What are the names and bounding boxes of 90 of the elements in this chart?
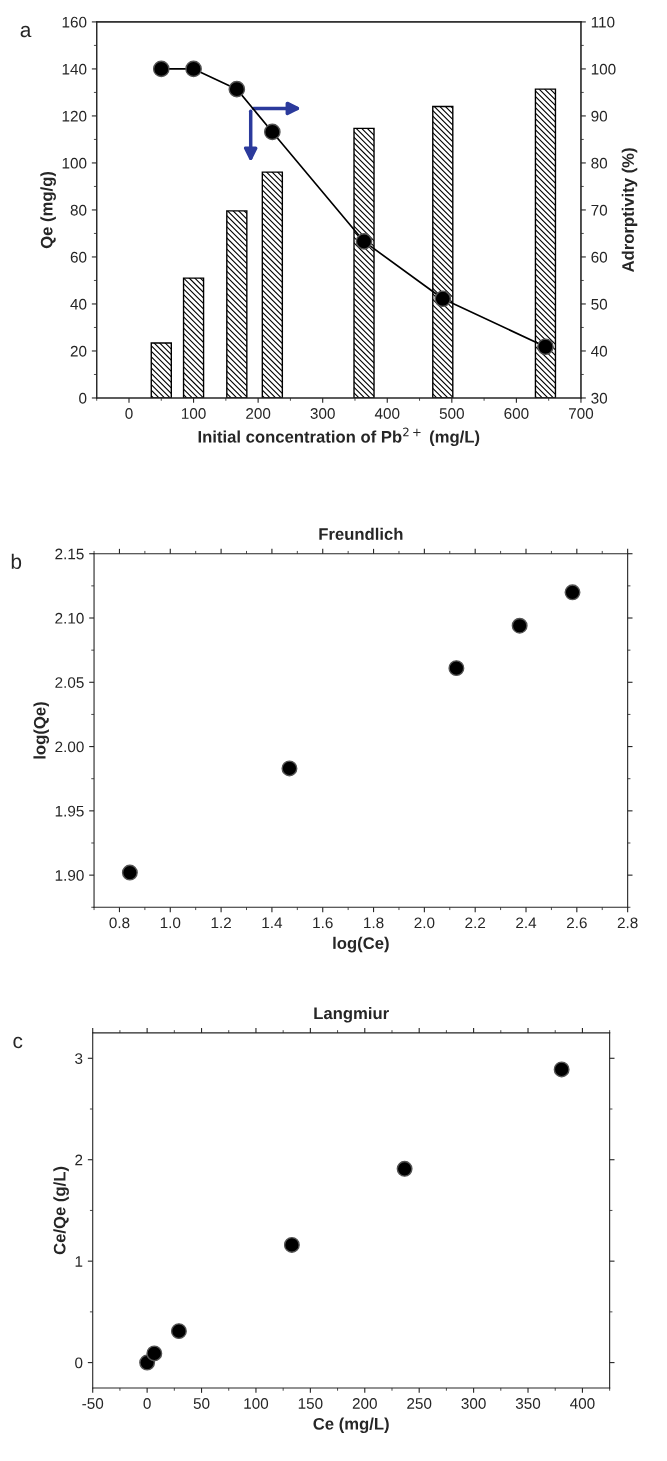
y-tick-label: 0 xyxy=(79,392,87,404)
point xyxy=(537,338,554,356)
y-tick-label: 20 xyxy=(70,345,87,357)
x-axis-title: Ce (mg/L) xyxy=(313,1417,389,1434)
point xyxy=(281,760,298,777)
bar xyxy=(150,342,172,398)
x-axis-title: Initial concentration of Pb$^{2+}$ (mg/L) xyxy=(198,427,480,447)
x-tick-label: 250 xyxy=(407,1398,432,1409)
x-tick-label: -50 xyxy=(82,1398,104,1409)
y-tick-label: 140 xyxy=(62,63,87,75)
x-tick-label: 0 xyxy=(125,408,133,419)
x-tick-label: 50 xyxy=(193,1398,210,1409)
point xyxy=(448,660,465,677)
x-tick-label: 2.6 xyxy=(566,917,587,929)
x-tick-label: 300 xyxy=(461,1398,486,1409)
x-tick-label: 2.2 xyxy=(465,917,486,929)
y-axis-title: Qe (mg/g) xyxy=(40,171,56,249)
point xyxy=(396,1160,413,1177)
y-tick-label: 1 xyxy=(75,1256,83,1267)
x-tick-label: 350 xyxy=(515,1398,541,1409)
x-tick-label: 2.4 xyxy=(516,917,537,929)
text: a xyxy=(20,25,32,38)
y-tick-label: 2.00 xyxy=(55,741,84,753)
y-tick-label: 60 xyxy=(70,251,87,263)
y2-tick-label: 40 xyxy=(591,345,608,357)
point xyxy=(263,123,281,141)
point xyxy=(434,290,452,308)
y2-tick-label: 50 xyxy=(591,298,608,310)
y-tick-label: 0 xyxy=(75,1357,83,1369)
x-tick-label: 0 xyxy=(143,1398,151,1409)
point xyxy=(228,80,246,98)
y2-tick-label: 80 xyxy=(591,157,608,169)
y-tick-label: 40 xyxy=(70,298,87,310)
y-tick-label: 2.10 xyxy=(55,612,84,624)
x-tick-label: 700 xyxy=(569,408,594,419)
y-axis-title: Ce/Qe (g/L) xyxy=(53,1166,69,1255)
x-tick-label: 1.0 xyxy=(160,917,181,929)
y2-tick-label: 60 xyxy=(591,251,608,263)
y-tick-label: 2 xyxy=(75,1154,83,1166)
x-tick-label: 1.2 xyxy=(211,917,231,929)
point xyxy=(185,60,202,78)
bar xyxy=(226,210,248,398)
x-tick-label: 1.6 xyxy=(313,917,333,929)
bar xyxy=(261,171,284,398)
point xyxy=(553,1061,570,1078)
y-axis-title: log(Qe) xyxy=(33,702,50,759)
y2-tick-label: 110 xyxy=(591,16,615,28)
x-tick-label: 300 xyxy=(310,408,335,419)
x-tick-label: 400 xyxy=(570,1398,595,1409)
y-tick-label: 1.95 xyxy=(55,805,84,817)
x-axis-title: log(Ce) xyxy=(333,936,389,953)
x-tick-label: 600 xyxy=(504,408,529,419)
x-tick-label: 100 xyxy=(244,1398,269,1409)
y2-tick-label: 70 xyxy=(591,204,608,216)
chart-title: Langmiur xyxy=(314,1006,389,1023)
y-tick-label: 120 xyxy=(62,110,87,122)
x-tick-label: 2.0 xyxy=(414,917,435,929)
text: b xyxy=(11,553,22,570)
y2-tick-label: 90 xyxy=(591,110,608,122)
x-tick-label: 2.8 xyxy=(617,917,638,929)
y-tick-label: 3 xyxy=(75,1053,83,1064)
x-tick-label: 150 xyxy=(298,1398,323,1409)
x-tick-label: 500 xyxy=(439,408,464,419)
y-tick-label: 80 xyxy=(70,204,87,216)
y-tick-label: 160 xyxy=(62,16,87,28)
x-tick-label: 0.8 xyxy=(109,917,130,929)
y2-axis-title: Adrorptivity (%) xyxy=(621,148,638,273)
x-tick-label: 400 xyxy=(374,408,400,419)
bar xyxy=(182,277,205,398)
chart-title: Freundlich xyxy=(319,527,403,540)
y2-tick-label: 100 xyxy=(591,63,616,75)
point xyxy=(146,1345,163,1362)
point xyxy=(170,1323,187,1340)
x-tick-label: 100 xyxy=(181,408,206,419)
text: c xyxy=(13,1036,23,1049)
point xyxy=(511,617,528,634)
y-tick-label: 1.90 xyxy=(55,870,84,881)
point xyxy=(152,60,170,78)
x-tick-label: 1.4 xyxy=(262,917,283,929)
x-tick-label: 200 xyxy=(246,408,271,419)
point xyxy=(121,864,138,881)
y2-tick-label: 30 xyxy=(591,392,608,404)
y-tick-label: 2.05 xyxy=(55,677,84,688)
point xyxy=(355,233,373,250)
x-tick-label: 200 xyxy=(352,1398,377,1409)
y-tick-label: 2.15 xyxy=(55,548,84,560)
x-tick-label: 1.8 xyxy=(364,917,384,929)
point xyxy=(283,1236,300,1253)
y-tick-label: 100 xyxy=(62,157,87,169)
point xyxy=(564,584,581,601)
